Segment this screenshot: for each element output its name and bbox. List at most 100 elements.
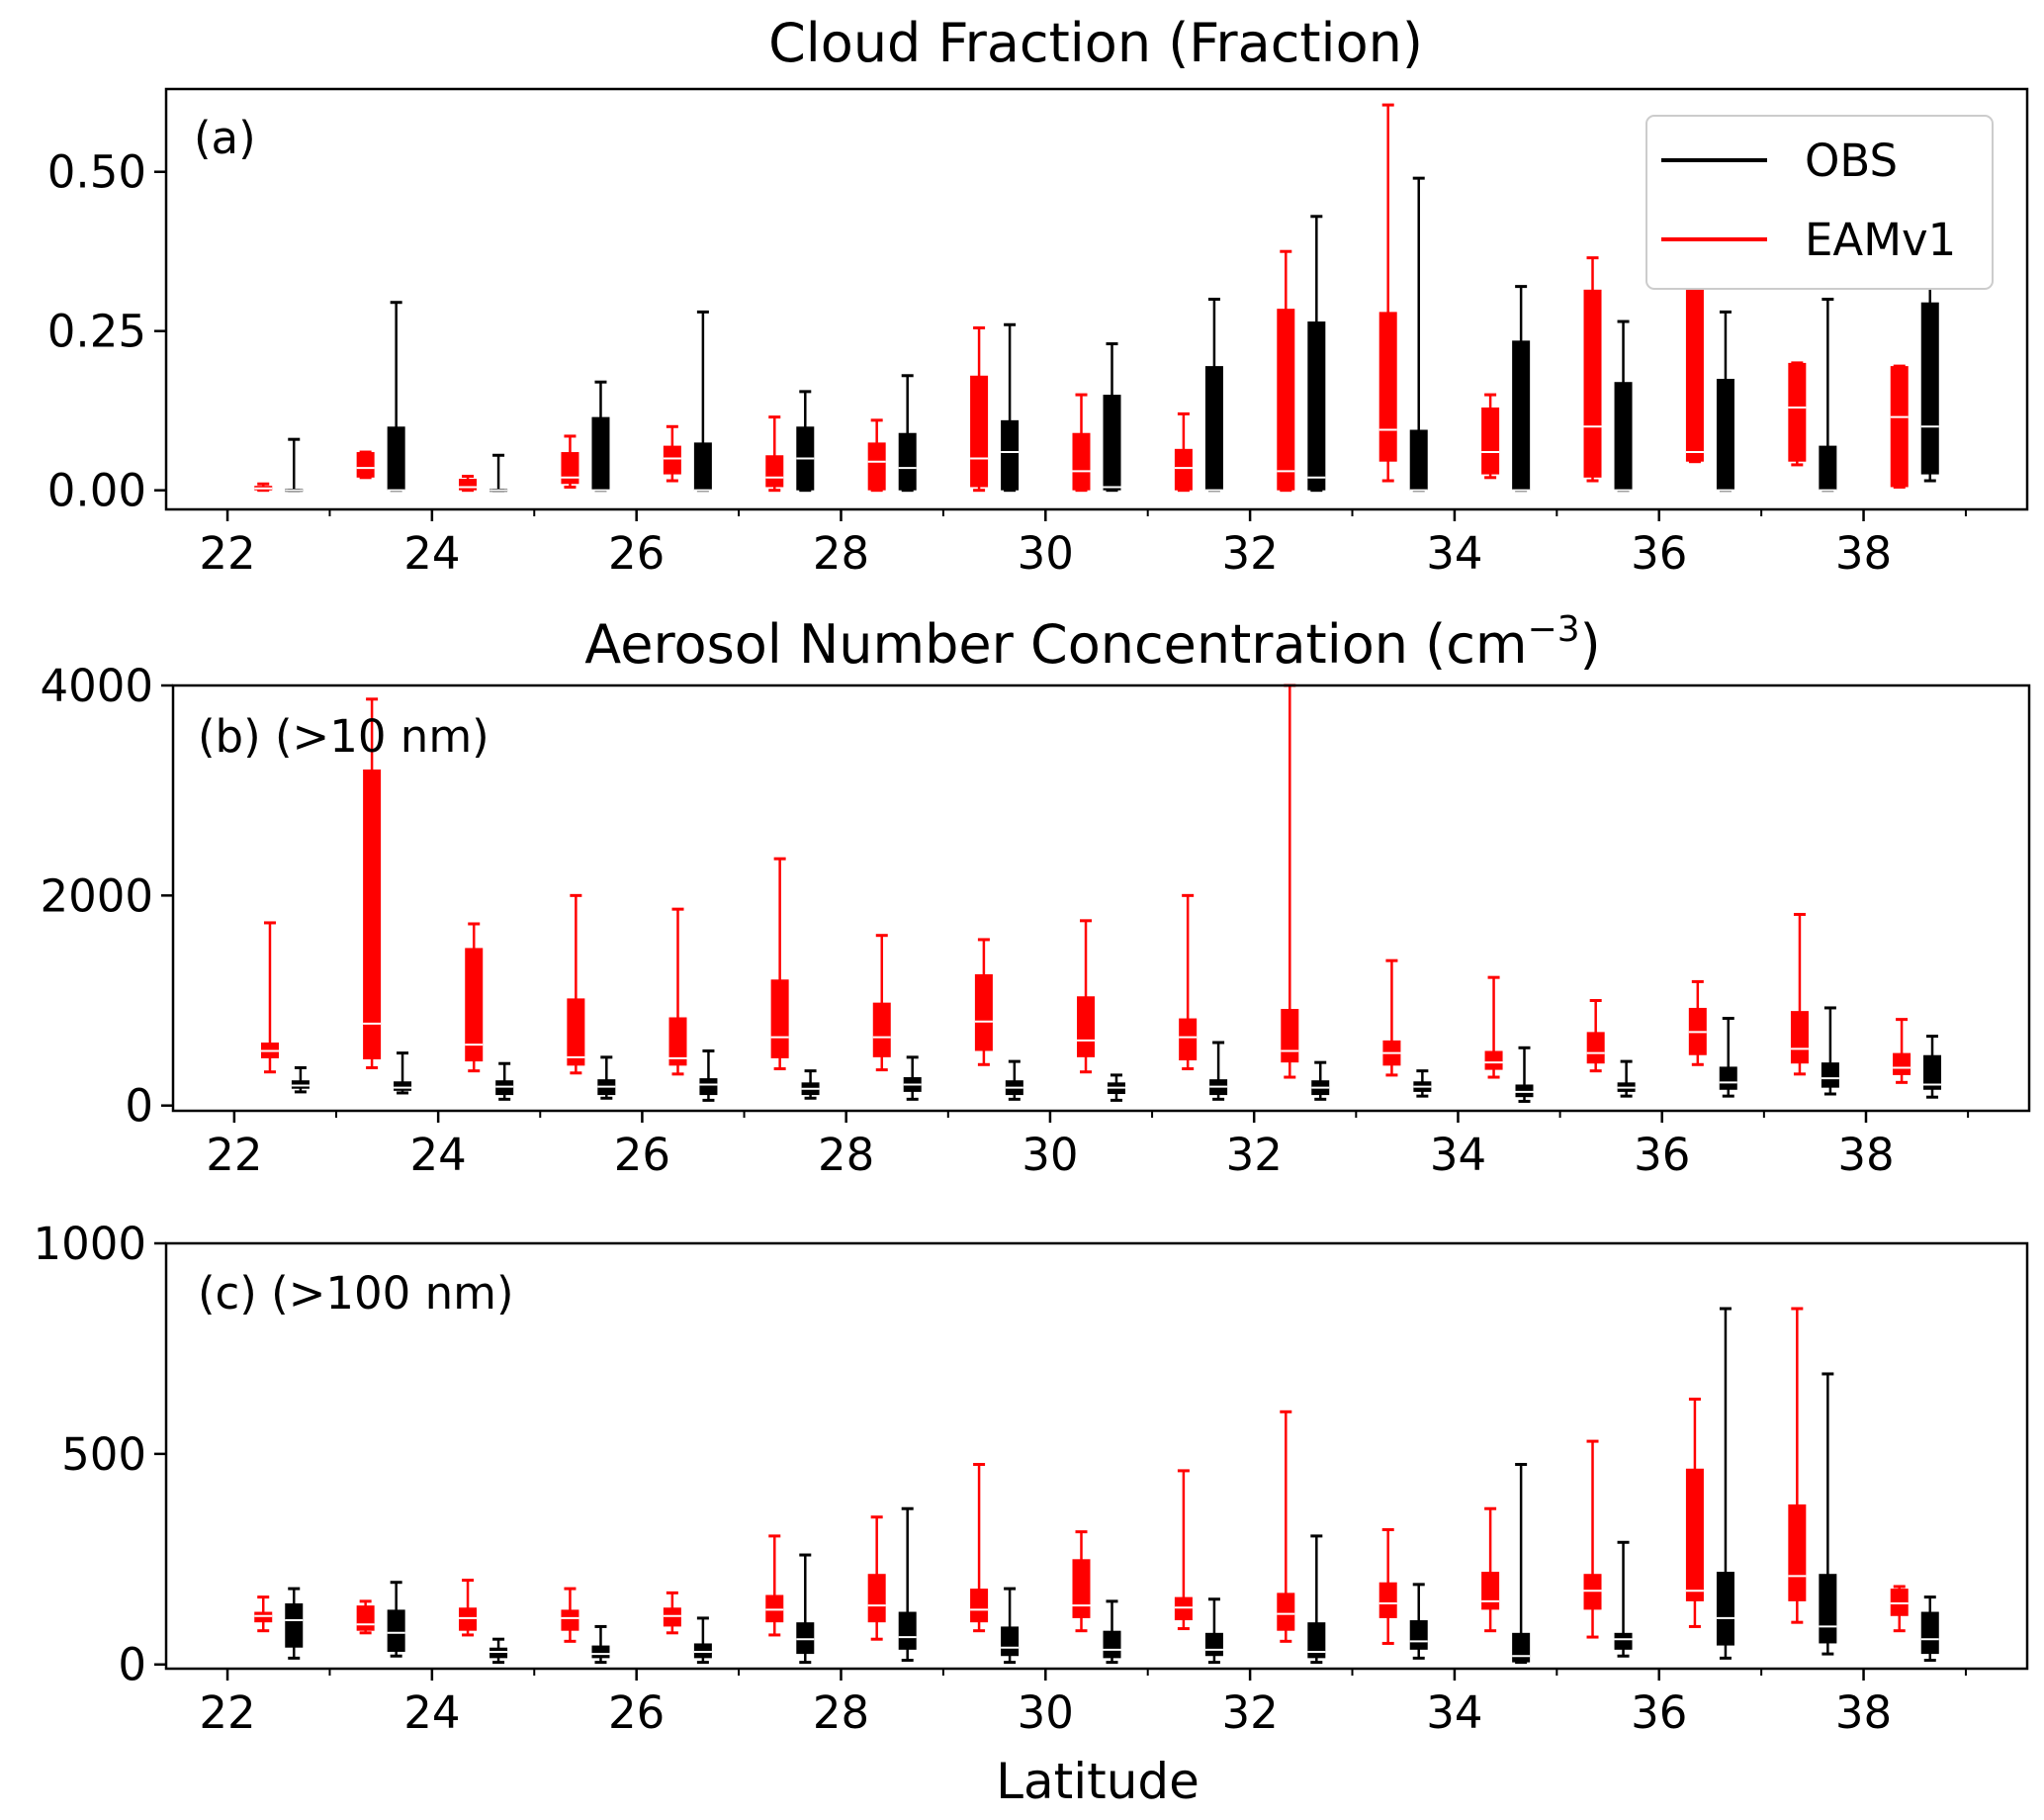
obs-box <box>1614 382 1633 491</box>
x-tick-label: 26 <box>608 527 665 580</box>
obs-box <box>489 1647 508 1659</box>
x-tick-label: 22 <box>206 1129 262 1181</box>
x-tick-label: 36 <box>1634 1129 1690 1181</box>
eamv1-box <box>356 452 375 478</box>
obs-box <box>387 426 405 491</box>
x-tick-label: 38 <box>1835 527 1892 580</box>
y-tick-label: 4000 <box>40 660 153 712</box>
eamv1-box <box>459 1607 478 1631</box>
x-tick-label: 32 <box>1221 1686 1278 1739</box>
x-tick-label: 28 <box>818 1129 874 1181</box>
eamv1-box <box>1378 1582 1397 1618</box>
x-tick-label: 24 <box>403 1686 460 1739</box>
panel-a-frame <box>164 87 2029 511</box>
y-tick-label: 0.50 <box>47 146 146 199</box>
eamv1-box <box>254 1611 273 1623</box>
eamv1-box <box>770 979 789 1058</box>
x-tick-label: 34 <box>1426 527 1482 580</box>
obs-box <box>1923 1054 1942 1090</box>
x-tick-label: 32 <box>1226 1129 1283 1181</box>
eamv1-box <box>1481 407 1500 475</box>
obs-box <box>1920 302 1939 475</box>
obs-box <box>1819 445 1837 491</box>
panel-b: Aerosol Number Concentration (cm−3) 0 200… <box>40 609 2031 1181</box>
panel-a-plot: 0.00 0.25 0.50 22 24 26 28 30 32 34 36 38 <box>47 103 1967 580</box>
eamv1-box <box>1583 1574 1602 1610</box>
obs-box <box>898 432 917 491</box>
panel-b-frame <box>171 683 2031 1113</box>
eamv1-box <box>561 452 579 485</box>
eamv1-box <box>356 1605 375 1631</box>
x-tick-label: 30 <box>1018 1686 1074 1739</box>
obs-box <box>1614 1632 1633 1650</box>
eamv1-box <box>1481 1572 1500 1610</box>
obs-box <box>1716 1572 1734 1646</box>
obs-box <box>291 1080 310 1089</box>
obs-box <box>1512 340 1531 491</box>
obs-box <box>1001 419 1020 491</box>
obs-box <box>591 416 610 491</box>
eamv1-box <box>1685 1468 1704 1601</box>
obs-box <box>1515 1084 1534 1098</box>
x-tick-label: 38 <box>1835 1686 1892 1739</box>
y-tick-label: 0.00 <box>47 465 146 517</box>
obs-box <box>1103 1630 1121 1659</box>
eamv1-box <box>465 948 484 1062</box>
obs-box <box>1719 1066 1737 1090</box>
x-tick-label: 36 <box>1631 1686 1687 1739</box>
eamv1-box <box>765 1594 784 1623</box>
x-tick-label: 24 <box>403 527 460 580</box>
obs-box <box>699 1078 718 1096</box>
eamv1-box <box>1890 366 1909 488</box>
eamv1-box <box>1378 312 1397 462</box>
x-tick-label: 32 <box>1221 527 1278 580</box>
eamv1-box <box>1788 362 1807 462</box>
panel-b-title-main: Aerosol Number Concentration (cm <box>584 613 1527 676</box>
eamv1-box <box>663 445 681 475</box>
obs-box <box>693 442 712 491</box>
obs-box <box>1409 1620 1428 1650</box>
x-tick-label: 34 <box>1430 1129 1486 1181</box>
x-tick-label: 34 <box>1426 1686 1482 1739</box>
obs-box <box>1920 1611 1939 1655</box>
eamv1-box <box>663 1607 681 1627</box>
panel-b-plot: 0 2000 4000 22 24 26 28 30 32 34 36 38 <box>40 660 1970 1181</box>
eamv1-box <box>668 1017 687 1066</box>
panel-a: Cloud Fraction (Fraction) 0.00 0.25 0.50 22… <box>47 12 2029 580</box>
eamv1-box <box>872 1002 891 1057</box>
eamv1-box <box>1788 1503 1807 1601</box>
obs-box <box>394 1081 412 1091</box>
legend-eamv1-label: EAMv1 <box>1805 214 1956 266</box>
eamv1-box <box>970 1589 989 1623</box>
eamv1-box <box>1174 448 1193 491</box>
obs-box <box>1204 1632 1223 1657</box>
panel-a-label: (a) <box>194 112 256 164</box>
panel-c-label: (c) (>100 nm) <box>198 1267 514 1320</box>
panel-b-title-suffix: ) <box>1580 613 1601 676</box>
obs-box <box>1716 378 1734 491</box>
eamv1-box <box>1174 1596 1193 1621</box>
x-tick-label: 24 <box>410 1129 467 1181</box>
eamv1-box <box>1790 1011 1809 1064</box>
panel-c-frame <box>164 1241 2029 1671</box>
eamv1-box <box>1179 1018 1198 1061</box>
x-tick-label: 28 <box>813 1686 869 1739</box>
eamv1-box <box>1583 289 1602 478</box>
obs-box <box>898 1611 917 1650</box>
eamv1-box <box>867 442 886 491</box>
obs-box <box>693 1643 712 1659</box>
obs-box <box>1307 1622 1326 1659</box>
eamv1-box <box>1277 309 1295 491</box>
legend: OBS EAMv1 <box>1645 115 1994 290</box>
panel-b-title-superscript: −3 <box>1528 609 1580 650</box>
y-tick-label: 0.25 <box>47 306 146 358</box>
eamv1-box <box>363 769 382 1059</box>
obs-box <box>1204 366 1223 491</box>
x-tick-label: 30 <box>1022 1129 1078 1181</box>
x-tick-label: 36 <box>1631 527 1687 580</box>
eamv1-box <box>561 1609 579 1631</box>
eamv1-box <box>1277 1592 1295 1631</box>
eamv1-box <box>459 479 478 491</box>
x-tick-label: 26 <box>608 1686 665 1739</box>
y-tick-label: 0 <box>118 1639 146 1691</box>
